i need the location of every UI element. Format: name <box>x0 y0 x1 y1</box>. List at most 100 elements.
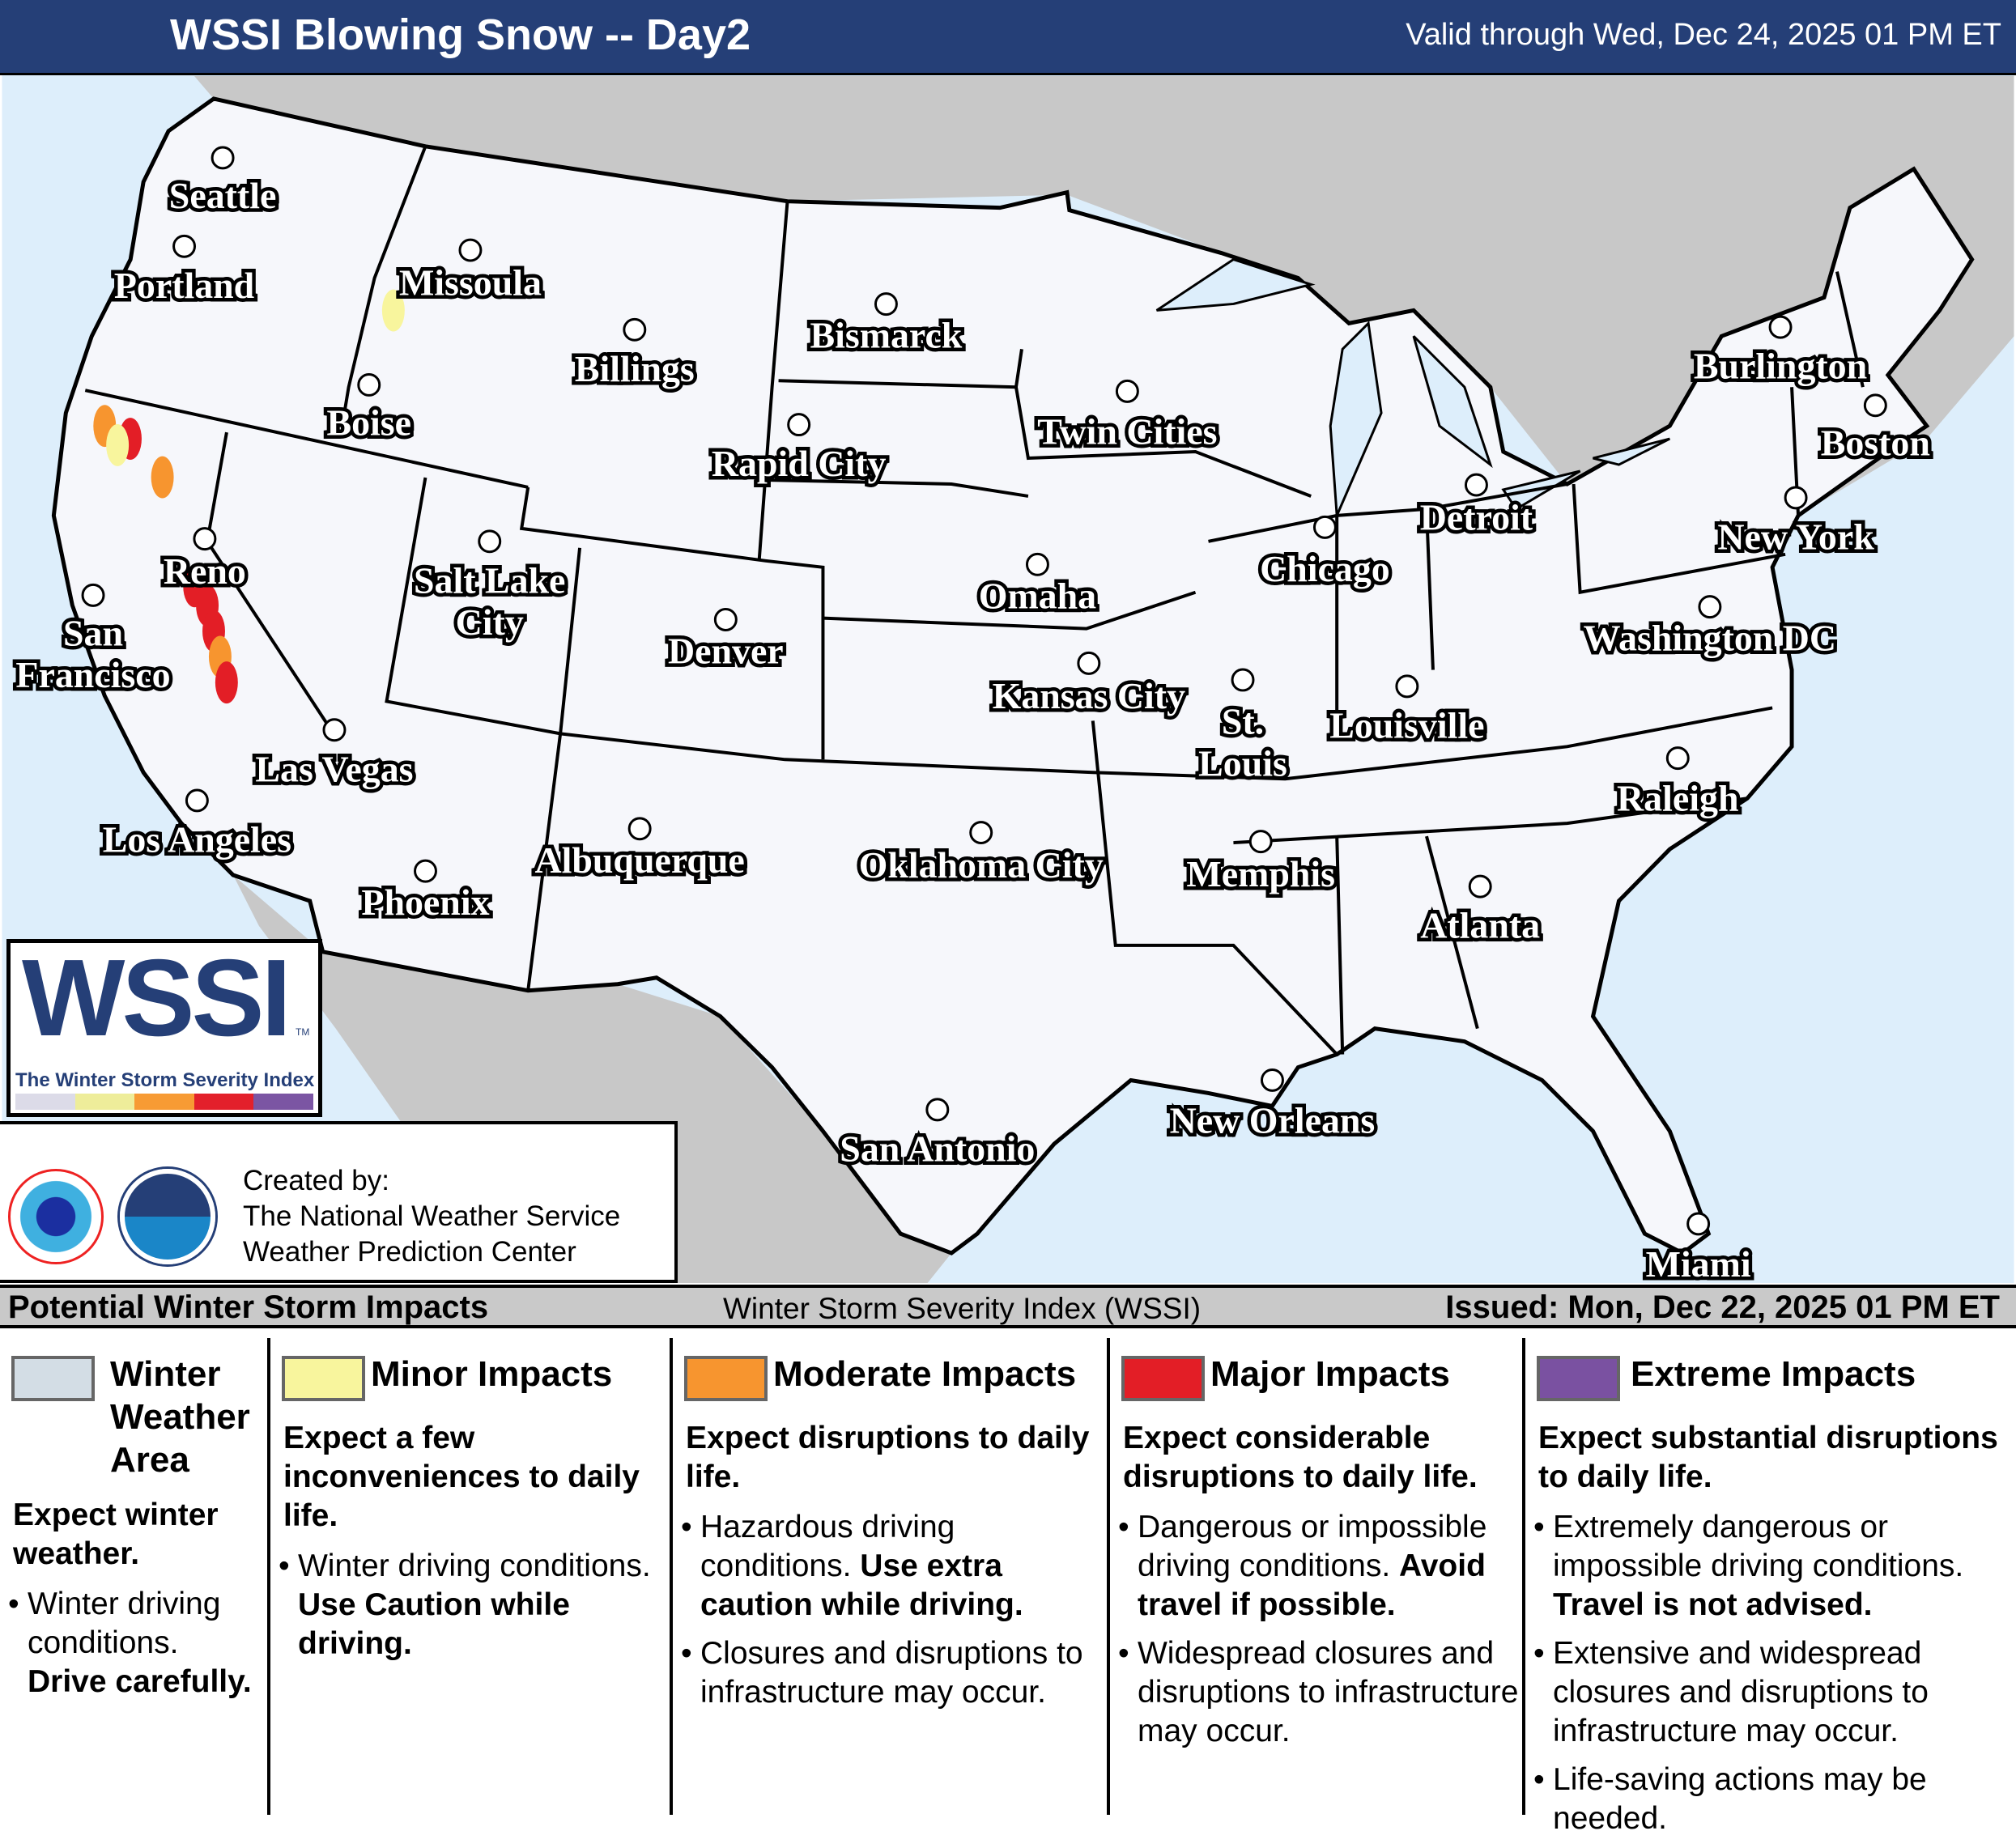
lake <box>1412 335 1493 469</box>
city-label: Kansas City <box>993 675 1185 716</box>
logo-bar-swatch <box>134 1094 194 1110</box>
legend-bullet: Winter driving conditions. Use Caution w… <box>279 1547 666 1663</box>
city-marker <box>969 821 993 845</box>
city: Billings <box>571 317 698 393</box>
city-label: Washington DC <box>1584 618 1836 659</box>
city-marker <box>357 372 381 397</box>
city-markers: Seattle Portland Missoula Billings Bismarck B… <box>12 146 1933 1283</box>
logo-color-bar <box>15 1094 313 1110</box>
legend-swatch <box>684 1356 768 1401</box>
city: Boise <box>323 372 415 447</box>
state-border <box>340 146 427 427</box>
legend-column: Major Impacts Expect considerable disrupt… <box>1107 1338 1522 1815</box>
impact-area <box>215 661 238 704</box>
nws-seal-icon <box>8 1169 104 1264</box>
city-label: San <box>63 612 123 653</box>
logo-bar-swatch <box>15 1094 75 1110</box>
city-label: Denver <box>668 630 784 671</box>
city: Albuquerque <box>531 817 748 884</box>
bullet-text: Winter driving conditions. <box>28 1587 221 1660</box>
logo-subtitle: The Winter Storm Severity Index <box>15 1069 315 1091</box>
legend-lead: Expect substantial disruptions to daily … <box>1538 1421 1998 1494</box>
city: New York <box>1714 486 1878 561</box>
issued-time: Issued: Mon, Dec 22, 2025 01 PM ET <box>1445 1289 2000 1325</box>
legend-swatch <box>282 1356 365 1401</box>
city-marker <box>874 292 898 316</box>
city: Chicago <box>1257 515 1393 593</box>
city-label: Twin Cities <box>1037 410 1217 452</box>
city-label: City <box>456 601 524 643</box>
city-marker <box>787 413 811 437</box>
header-bar: WSSI Blowing Snow -- Day2 Valid through … <box>0 0 2016 73</box>
logo-bar-swatch <box>253 1094 313 1110</box>
city: Missoula <box>395 238 545 307</box>
city-label: Bismarck <box>810 315 963 356</box>
city: Reno <box>159 527 249 596</box>
city-marker <box>478 529 502 554</box>
city: Bismarck <box>806 292 966 359</box>
legend-swatch <box>1121 1356 1205 1401</box>
legend-lead: Expect disruptions to daily life. <box>686 1421 1090 1494</box>
city-label: Billings <box>575 348 695 389</box>
city-label: Albuquerque <box>534 839 744 881</box>
legend-bullet: Closures and disruptions to infrastructu… <box>681 1634 1104 1712</box>
lake <box>1329 321 1383 516</box>
legend-bullet: Extremely dangerous or impossible drivin… <box>1533 1508 2013 1625</box>
bullet-emphasis: Drive carefully. <box>28 1664 252 1699</box>
bullet-text: Life-saving actions may be needed. <box>1553 1762 1927 1836</box>
credits-line: The National Weather Service <box>243 1200 621 1232</box>
legend-swatch <box>11 1356 95 1401</box>
impact-legend: Winter Weather Area Expect winter weather… <box>0 1328 2016 1836</box>
city: Seattle <box>165 146 280 219</box>
city-marker <box>172 234 197 258</box>
city-marker <box>414 859 437 883</box>
city: Los Angeles <box>99 788 296 864</box>
city-label: Omaha <box>979 575 1096 616</box>
bullet-emphasis: Use Caution while driving. <box>298 1587 570 1661</box>
logo-wordmark: WSSI <box>22 937 291 1059</box>
city: Detroit <box>1416 473 1537 542</box>
city: Burlington <box>1690 315 1871 390</box>
city: Las Vegas <box>252 718 417 793</box>
legend-bullet: Hazardous driving conditions. Use extra … <box>681 1508 1104 1625</box>
state-border <box>1424 508 1435 670</box>
city-marker <box>458 238 483 262</box>
state-border <box>1233 797 1748 845</box>
logo-bar-swatch <box>194 1094 254 1110</box>
city: St.Louis <box>1195 668 1291 788</box>
legend-bullet: Dangerous or impossible driving conditio… <box>1118 1508 1519 1625</box>
city-label: Oklahoma City <box>859 844 1104 886</box>
city: Miami <box>1642 1212 1754 1283</box>
legend-title: Minor Impacts <box>371 1354 613 1394</box>
city-marker <box>1863 393 1887 418</box>
noaa-seal-icon <box>120 1169 215 1264</box>
legend-title: Winter Weather Area <box>110 1354 250 1480</box>
city-label: Memphis <box>1186 853 1335 894</box>
credits-line: Created by: <box>243 1165 389 1196</box>
bullet-emphasis: Travel is not advised. <box>1553 1587 1873 1622</box>
state-border <box>1425 835 1479 1030</box>
city-marker <box>1231 668 1255 692</box>
city: Phoenix <box>358 859 493 927</box>
canada-land <box>194 75 2014 516</box>
city-marker <box>713 608 738 631</box>
city-marker <box>1698 595 1722 619</box>
legend-bullet: Extensive and widespread closures and di… <box>1533 1634 2013 1751</box>
state-border <box>1335 836 1345 1055</box>
city-marker <box>1468 874 1492 899</box>
us-land <box>51 96 1975 1256</box>
city-label: St. <box>1222 701 1264 742</box>
city-marker <box>193 527 217 551</box>
city: Oklahoma City <box>855 821 1107 890</box>
city-marker <box>1784 486 1808 510</box>
state-border <box>385 477 1773 781</box>
impact-area <box>151 456 174 499</box>
state-border <box>84 389 529 489</box>
city-marker <box>1665 746 1690 771</box>
city: Twin Cities <box>1034 379 1221 456</box>
city-label: Chicago <box>1260 548 1390 589</box>
lake <box>1155 257 1316 312</box>
city-marker <box>1464 473 1488 497</box>
state-border <box>757 201 789 561</box>
